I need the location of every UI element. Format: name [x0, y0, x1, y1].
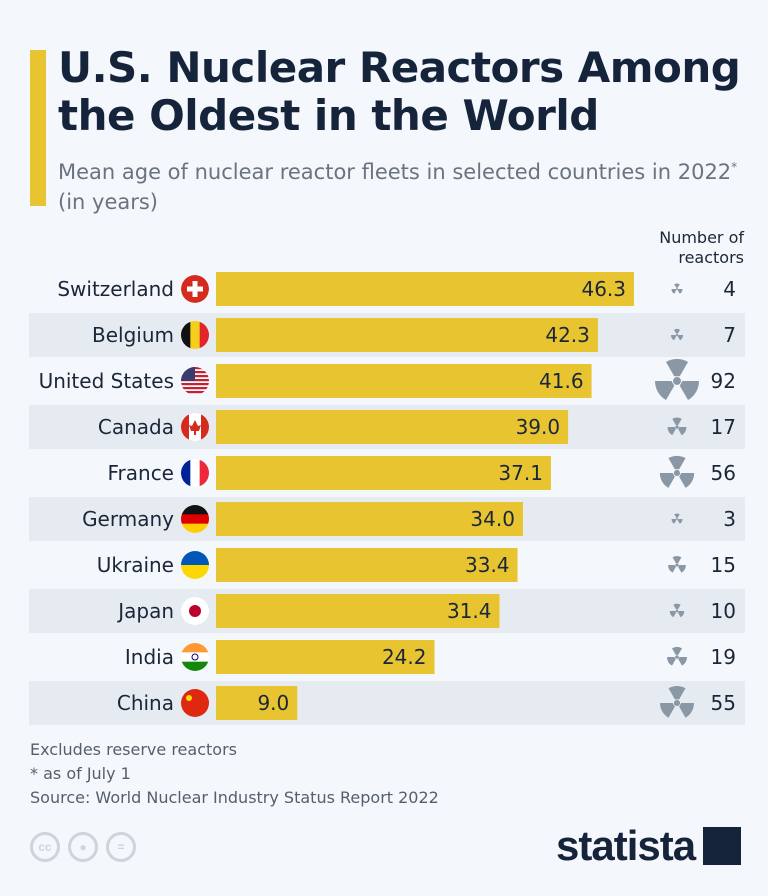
- value-label: 46.3: [581, 277, 626, 301]
- flag-icon: [181, 643, 209, 671]
- category-label: Belgium: [92, 323, 174, 347]
- reactor-icon: [671, 513, 683, 524]
- reactor-count: 55: [711, 691, 736, 715]
- reactor-icon: [667, 647, 687, 666]
- logo-text: statista: [556, 822, 696, 869]
- flag-icon: [181, 275, 209, 303]
- value-label: 42.3: [545, 323, 590, 347]
- value-label: 24.2: [382, 645, 427, 669]
- license-icons[interactable]: cc ● =: [30, 832, 136, 862]
- value-label: 34.0: [470, 507, 515, 531]
- chart-row: Ukraine 33.4 15: [97, 548, 736, 582]
- value-label: 41.6: [539, 369, 584, 393]
- reactor-count: 56: [711, 461, 736, 485]
- reactor-icon: [655, 359, 699, 401]
- nd-icon[interactable]: =: [106, 832, 136, 862]
- page-title: U.S. Nuclear Reactors Among the Oldest i…: [58, 43, 741, 140]
- bar: [216, 410, 569, 444]
- value-label: 37.1: [498, 461, 543, 485]
- reactor-icon: [667, 417, 687, 436]
- reactor-count: 19: [711, 645, 736, 669]
- flag-icon: [181, 459, 209, 487]
- subtitle: Mean age of nuclear reactor fleets in se…: [58, 152, 748, 217]
- chart-row: India 24.2 19: [125, 640, 736, 674]
- bar: [216, 548, 518, 582]
- subtitle-mark: *: [731, 160, 738, 174]
- note-excludes: Excludes reserve reactors: [30, 740, 237, 759]
- cc-icon[interactable]: cc: [30, 832, 60, 862]
- subtitle-tail: (in years): [58, 190, 158, 214]
- footnotes: Excludes reserve reactors * as of July 1…: [30, 738, 439, 810]
- statista-logo[interactable]: statista: [556, 822, 742, 870]
- chart-row: Belgium 42.3 7: [29, 313, 745, 357]
- bar: [216, 318, 598, 352]
- category-label: Switzerland: [57, 277, 174, 301]
- reactor-icon: [659, 685, 695, 718]
- category-label: United States: [39, 369, 174, 393]
- source-note: Source: World Nuclear Industry Status Re…: [30, 788, 439, 807]
- reactors-column-header: Number of reactors: [659, 228, 744, 267]
- flag-icon: [181, 413, 209, 441]
- category-label: Japan: [116, 599, 174, 623]
- bar: [216, 364, 592, 398]
- category-label: Ukraine: [97, 553, 174, 577]
- flag-icon: [181, 367, 209, 394]
- reactor-count: 7: [723, 323, 736, 347]
- reactor-icon: [659, 455, 695, 488]
- flag-icon: [181, 505, 209, 533]
- flag-icon: [181, 597, 209, 625]
- bar: [216, 502, 523, 536]
- bar: [216, 456, 551, 490]
- chart-row: Canada 39.0 17: [29, 405, 745, 449]
- chart-row: Germany 34.0 3: [29, 497, 745, 541]
- reactor-count: 4: [723, 277, 736, 301]
- reactor-count: 17: [711, 415, 736, 439]
- chart-row: Japan 31.4 10: [29, 589, 745, 633]
- flag-icon: [181, 321, 209, 349]
- reactor-icon: [671, 283, 683, 294]
- bar: [216, 594, 500, 628]
- bar: [216, 640, 435, 674]
- value-label: 39.0: [516, 415, 561, 439]
- reactor-count: 3: [723, 507, 736, 531]
- note-date: * as of July 1: [30, 764, 131, 783]
- category-label: India: [125, 645, 174, 669]
- bar: [216, 272, 634, 306]
- reactor-icon: [668, 556, 686, 573]
- category-label: France: [107, 461, 174, 485]
- value-label: 33.4: [465, 553, 510, 577]
- flag-icon: [181, 551, 209, 579]
- reactor-icon: [669, 603, 685, 618]
- value-label: 31.4: [447, 599, 492, 623]
- value-label: 9.0: [257, 691, 289, 715]
- logo-mark-icon: [703, 827, 742, 865]
- row-band: [29, 681, 745, 725]
- chart-row: Switzerland 46.3 4: [57, 272, 736, 306]
- category-label: Canada: [98, 415, 174, 439]
- subtitle-text: Mean age of nuclear reactor fleets in se…: [58, 160, 732, 184]
- chart-row: United States 41.6 92: [39, 359, 736, 401]
- reactor-count: 10: [711, 599, 736, 623]
- reactor-count: 92: [711, 369, 736, 393]
- title-accent-bar: [30, 50, 46, 206]
- reactor-count: 15: [711, 553, 736, 577]
- category-label: China: [117, 691, 174, 715]
- flag-icon: [181, 689, 209, 717]
- category-label: Germany: [82, 507, 174, 531]
- chart-row: China 9.0 55: [29, 681, 745, 725]
- reactor-icon: [670, 328, 684, 341]
- by-icon[interactable]: ●: [68, 832, 98, 862]
- chart-row: France 37.1 56: [107, 455, 736, 490]
- bar: [216, 686, 298, 720]
